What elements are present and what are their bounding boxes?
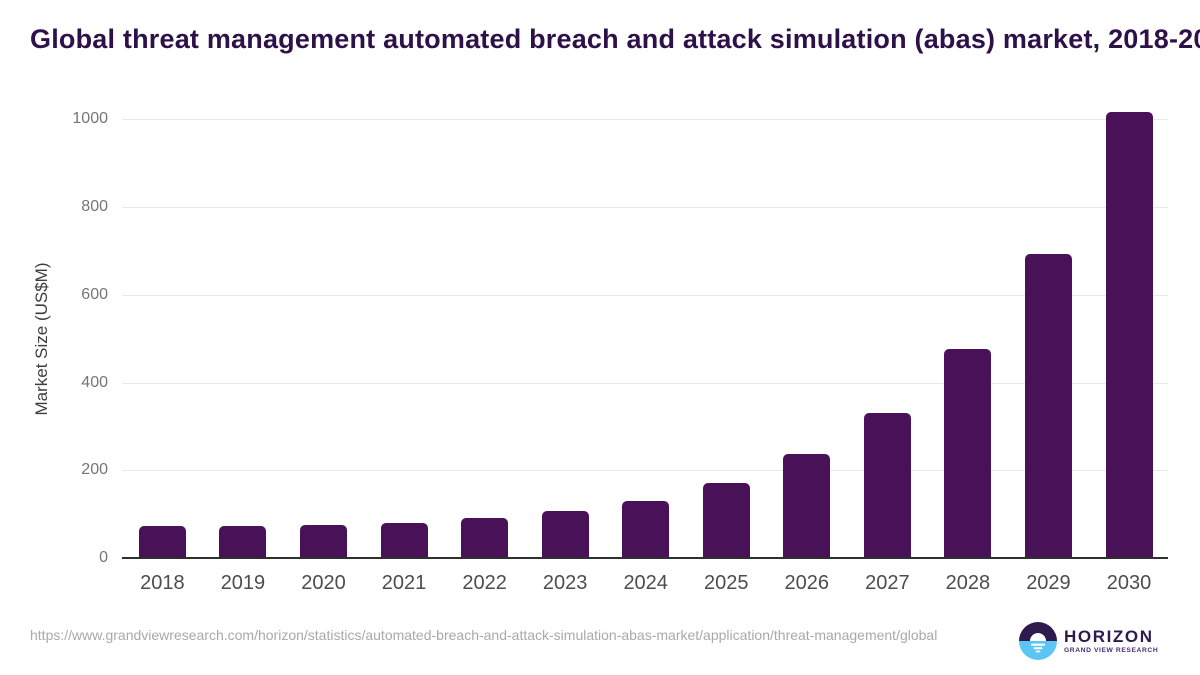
horizon-sun-icon — [1019, 622, 1057, 660]
y-tick-400: 400 — [81, 373, 108, 391]
gridline-400 — [122, 382, 1168, 384]
bar-2021[interactable] — [380, 522, 428, 558]
logo-text: HORIZON GRAND VIEW RESEARCH — [1064, 626, 1159, 654]
x-tick-2027: 2027 — [865, 572, 910, 594]
y-tick-600: 600 — [81, 285, 108, 303]
y-tick-0: 0 — [99, 549, 108, 566]
x-tick-2029: 2029 — [1026, 572, 1071, 594]
y-tick-200: 200 — [81, 461, 108, 479]
y-tick-800: 800 — [81, 198, 108, 216]
x-tick-2028: 2028 — [945, 572, 991, 594]
horizon-logo: HORIZON GRAND VIEW RESEARCH — [1019, 622, 1158, 660]
logo-brand: HORIZON — [1064, 626, 1154, 646]
y-tick-1000: 1000 — [72, 110, 108, 128]
x-tick-2025: 2025 — [704, 572, 749, 594]
x-tick-2024: 2024 — [623, 572, 668, 594]
bar-2024[interactable] — [622, 500, 670, 558]
gridline-800 — [122, 207, 1168, 209]
bar-2029[interactable] — [1024, 254, 1072, 558]
bar-2018[interactable] — [138, 525, 186, 558]
x-tick-2019: 2019 — [220, 572, 266, 594]
bar-2027[interactable] — [863, 413, 911, 558]
x-tick-2021: 2021 — [381, 572, 427, 594]
bar-2026[interactable] — [783, 454, 831, 558]
bar-2023[interactable] — [541, 511, 589, 558]
x-tick-2022: 2022 — [462, 572, 507, 594]
gridline-600 — [122, 294, 1168, 296]
x-axis-line — [122, 557, 1168, 559]
bar-2025[interactable] — [702, 482, 750, 558]
bar-2028[interactable] — [944, 348, 992, 558]
bar-2019[interactable] — [219, 526, 267, 558]
gridline-200 — [122, 470, 1168, 472]
logo-sub-brand: GRAND VIEW RESEARCH — [1064, 646, 1159, 654]
x-tick-2020: 2020 — [301, 572, 346, 594]
gridline-1000 — [122, 119, 1168, 121]
bar-2022[interactable] — [461, 518, 509, 558]
bar-2020[interactable] — [300, 524, 347, 558]
source-url: https://www.grandviewresearch.com/horizo… — [30, 627, 938, 643]
bar-2030[interactable] — [1105, 111, 1153, 558]
x-tick-2023: 2023 — [542, 572, 588, 594]
x-tick-2026: 2026 — [784, 572, 830, 594]
chart-title: Global threat management automated breac… — [30, 24, 1200, 54]
x-tick-2018: 2018 — [140, 572, 185, 594]
x-tick-2030: 2030 — [1106, 572, 1152, 594]
